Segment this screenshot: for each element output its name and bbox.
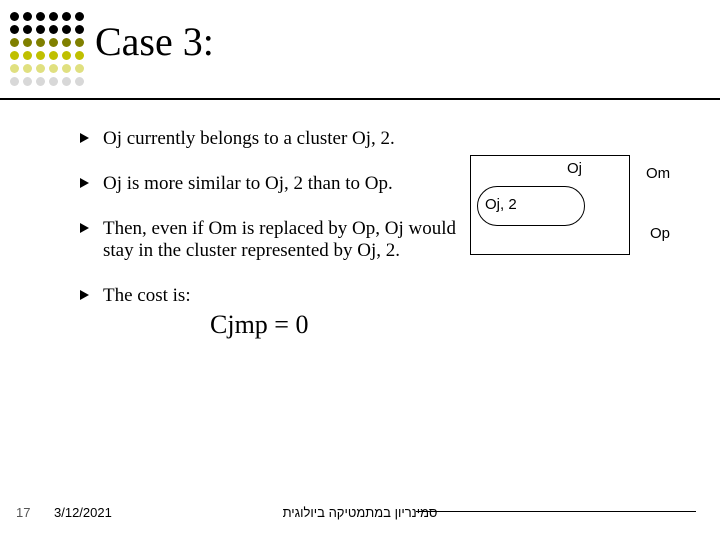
dot <box>62 77 71 86</box>
bullet-item: The cost is: <box>80 285 460 308</box>
dot <box>49 25 58 34</box>
slide-number: 17 <box>16 505 30 520</box>
footer: 17 3/12/2021 סמינריון במתמטיקה ביולוגית <box>0 504 720 528</box>
footer-text: סמינריון במתמטיקה ביולוגית <box>283 505 438 520</box>
dot <box>23 12 32 21</box>
slide-title: Case 3: <box>95 18 214 65</box>
dot <box>49 51 58 60</box>
dot <box>49 64 58 73</box>
dot <box>23 51 32 60</box>
dot <box>23 64 32 73</box>
triangle-bullet-icon <box>80 223 89 233</box>
dot <box>75 64 84 73</box>
dot <box>10 38 19 47</box>
dot <box>75 38 84 47</box>
dot <box>10 12 19 21</box>
label-om: Om <box>646 165 670 182</box>
decorative-dot-grid <box>10 12 88 90</box>
triangle-bullet-icon <box>80 133 89 143</box>
dot <box>36 25 45 34</box>
dot <box>75 12 84 21</box>
dot <box>10 77 19 86</box>
dot <box>36 38 45 47</box>
bullet-item: Oj is more similar to Oj, 2 than to Op. <box>80 173 460 196</box>
content-area: Oj currently belongs to a cluster Oj, 2.… <box>80 128 460 340</box>
dot <box>75 51 84 60</box>
dot <box>36 51 45 60</box>
dot <box>49 77 58 86</box>
dot <box>10 64 19 73</box>
label-op: Op <box>650 225 670 242</box>
dot <box>62 51 71 60</box>
triangle-bullet-icon <box>80 290 89 300</box>
triangle-bullet-icon <box>80 178 89 188</box>
dot <box>10 51 19 60</box>
dot <box>62 12 71 21</box>
label-oj2: Oj, 2 <box>485 196 517 213</box>
dot <box>23 77 32 86</box>
dot <box>75 77 84 86</box>
dot <box>36 77 45 86</box>
bullet-item: Oj currently belongs to a cluster Oj, 2. <box>80 128 460 151</box>
diagram: Oj Oj, 2 Om Op <box>470 155 690 255</box>
diagram-box: Oj Oj, 2 <box>470 155 630 255</box>
dot <box>49 12 58 21</box>
bullet-text: The cost is: <box>103 285 460 308</box>
dot <box>36 64 45 73</box>
dot <box>36 12 45 21</box>
footer-date: 3/12/2021 <box>54 505 112 520</box>
horizontal-rule <box>0 98 720 100</box>
dot <box>23 38 32 47</box>
bullet-item: Then, even if Om is replaced by Op, Oj w… <box>80 218 460 264</box>
label-oj: Oj <box>567 160 582 177</box>
dot <box>62 64 71 73</box>
equation: Cjmp = 0 <box>210 310 460 340</box>
slide: Case 3: Oj currently belongs to a cluste… <box>0 0 720 540</box>
dot <box>23 25 32 34</box>
dot <box>62 25 71 34</box>
dot <box>10 25 19 34</box>
dot <box>49 38 58 47</box>
dot <box>75 25 84 34</box>
bullet-text: Oj is more similar to Oj, 2 than to Op. <box>103 173 460 196</box>
bullet-text: Then, even if Om is replaced by Op, Oj w… <box>103 218 460 264</box>
bullet-text: Oj currently belongs to a cluster Oj, 2. <box>103 128 460 151</box>
dot <box>62 38 71 47</box>
